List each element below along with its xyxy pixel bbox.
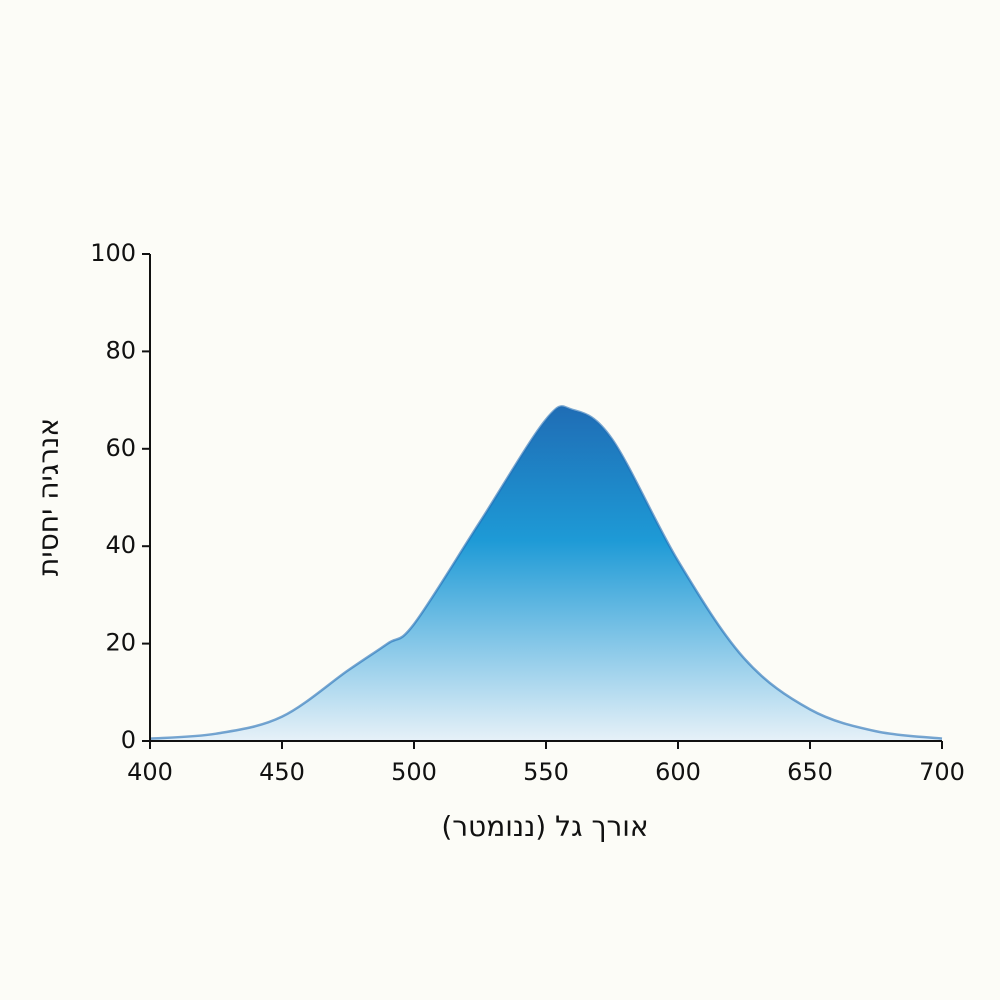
y-axis-label: אנרגיה יחסית (32, 418, 65, 576)
x-tick-label: 500 (391, 758, 437, 786)
y-tick-label: 80 (105, 336, 136, 364)
x-tick-label: 700 (919, 758, 965, 786)
y-tick-label: 0 (121, 726, 136, 754)
x-tick-label: 650 (787, 758, 833, 786)
area (150, 406, 942, 741)
y-tick-label: 60 (105, 434, 136, 462)
x-tick-label: 550 (523, 758, 569, 786)
x-tick-label: 400 (127, 758, 173, 786)
x-tick-label: 600 (655, 758, 701, 786)
x-tick-label: 450 (259, 758, 305, 786)
y-tick-label: 100 (90, 239, 136, 267)
line (149, 405, 943, 740)
x-axis-label: אורך גל (ננומטר) (441, 810, 648, 843)
y-tick-label: 20 (105, 629, 136, 657)
y-tick-label: 40 (105, 531, 136, 559)
